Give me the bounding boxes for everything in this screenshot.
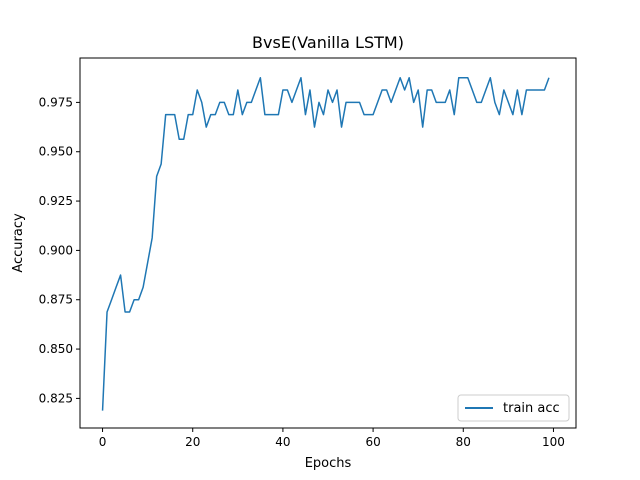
x-axis-ticks: 0 20 40 60 80 100 xyxy=(99,428,565,449)
legend-box xyxy=(457,394,570,422)
x-tick-label: 0 xyxy=(99,435,107,449)
y-tick-label: 0.975 xyxy=(39,95,73,109)
axes-frame xyxy=(79,57,577,429)
chart-title: BvsE(Vanilla LSTM) xyxy=(252,33,404,52)
y-tick-label: 0.850 xyxy=(39,342,73,356)
y-tick-label: 0.875 xyxy=(39,293,73,307)
y-tick-label: 0.900 xyxy=(39,243,73,257)
x-tick-label: 100 xyxy=(542,435,565,449)
x-axis-label: Epochs xyxy=(305,456,352,471)
y-axis-label: Accuracy xyxy=(11,213,26,273)
y-tick-label: 0.925 xyxy=(39,194,73,208)
y-tick-label: 0.825 xyxy=(39,391,73,405)
plot-area xyxy=(79,57,577,429)
x-tick-label: 40 xyxy=(275,435,290,449)
x-tick-label: 20 xyxy=(185,435,200,449)
y-axis-ticks: 0.825 0.850 0.875 0.900 0.925 0.950 0.975 xyxy=(39,95,80,405)
x-tick-label: 60 xyxy=(365,435,380,449)
y-tick-label: 0.950 xyxy=(39,145,73,159)
legend: train acc xyxy=(457,394,570,422)
x-tick-label: 80 xyxy=(456,435,471,449)
series-layer xyxy=(101,76,550,411)
legend-label-train-acc: train acc xyxy=(503,401,560,416)
series-line-0 xyxy=(101,76,550,411)
